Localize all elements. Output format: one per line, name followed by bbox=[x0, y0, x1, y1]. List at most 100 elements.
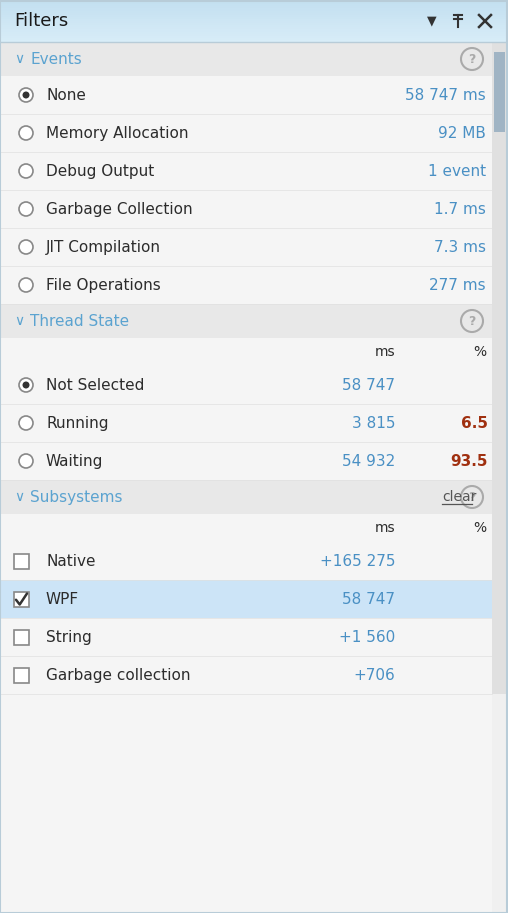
Bar bbox=[0, 25, 508, 27]
Text: Debug Output: Debug Output bbox=[46, 163, 154, 179]
Text: Subsystems: Subsystems bbox=[30, 489, 122, 505]
Text: File Operations: File Operations bbox=[46, 278, 161, 292]
Circle shape bbox=[22, 91, 29, 99]
Circle shape bbox=[22, 382, 29, 389]
Bar bbox=[0, 404, 492, 442]
Text: ∨: ∨ bbox=[14, 314, 24, 328]
Text: 58 747: 58 747 bbox=[342, 592, 395, 606]
Text: %: % bbox=[473, 345, 486, 359]
Text: 6.5: 6.5 bbox=[461, 415, 488, 431]
Bar bbox=[0, 4, 508, 6]
Text: 58 747 ms: 58 747 ms bbox=[405, 88, 486, 102]
Bar bbox=[0, 37, 508, 40]
Text: ?: ? bbox=[468, 314, 475, 328]
Circle shape bbox=[19, 278, 33, 292]
Text: Garbage collection: Garbage collection bbox=[46, 667, 191, 683]
Bar bbox=[0, 442, 492, 480]
Circle shape bbox=[19, 88, 33, 102]
Circle shape bbox=[19, 202, 33, 216]
Bar bbox=[0, 42, 492, 76]
Circle shape bbox=[19, 378, 33, 392]
Text: ?: ? bbox=[468, 490, 475, 503]
Bar bbox=[14, 667, 29, 683]
Bar bbox=[0, 20, 508, 23]
Text: ms: ms bbox=[374, 345, 395, 359]
Text: 93.5: 93.5 bbox=[451, 454, 488, 468]
Text: clear: clear bbox=[442, 490, 477, 504]
Bar bbox=[0, 31, 508, 34]
Bar bbox=[14, 592, 29, 606]
Text: Filters: Filters bbox=[14, 12, 68, 30]
Text: WPF: WPF bbox=[46, 592, 79, 606]
Bar bbox=[14, 629, 29, 645]
Bar bbox=[0, 76, 492, 114]
Bar bbox=[0, 266, 492, 304]
Text: 92 MB: 92 MB bbox=[438, 125, 486, 141]
Bar bbox=[0, 694, 492, 913]
Circle shape bbox=[19, 126, 33, 140]
Text: JIT Compilation: JIT Compilation bbox=[46, 239, 161, 255]
Text: 54 932: 54 932 bbox=[342, 454, 395, 468]
Bar bbox=[0, 480, 492, 514]
Bar bbox=[0, 542, 492, 580]
Text: 1.7 ms: 1.7 ms bbox=[434, 202, 486, 216]
Text: ∨: ∨ bbox=[14, 490, 24, 504]
Text: Running: Running bbox=[46, 415, 109, 431]
Bar bbox=[0, 656, 492, 694]
Text: Native: Native bbox=[46, 553, 96, 569]
Text: %: % bbox=[473, 521, 486, 535]
Text: Events: Events bbox=[30, 51, 82, 67]
Bar bbox=[0, 228, 492, 266]
Text: 277 ms: 277 ms bbox=[429, 278, 486, 292]
Bar bbox=[0, 152, 492, 190]
Bar bbox=[0, 114, 492, 152]
Text: ?: ? bbox=[468, 53, 475, 66]
Bar bbox=[0, 23, 508, 26]
Bar bbox=[0, 12, 508, 15]
Text: None: None bbox=[46, 88, 86, 102]
Text: 58 747: 58 747 bbox=[342, 377, 395, 393]
Text: Thread State: Thread State bbox=[30, 313, 129, 329]
Bar bbox=[0, 18, 508, 21]
Bar bbox=[0, 15, 508, 16]
Bar bbox=[0, 8, 508, 11]
Text: +706: +706 bbox=[353, 667, 395, 683]
Bar bbox=[0, 33, 508, 36]
Text: 3 815: 3 815 bbox=[352, 415, 395, 431]
Circle shape bbox=[19, 240, 33, 254]
Text: ▼: ▼ bbox=[427, 15, 437, 27]
Bar bbox=[14, 553, 29, 569]
Bar bbox=[0, 10, 508, 13]
Bar bbox=[0, 16, 508, 19]
Text: Garbage Collection: Garbage Collection bbox=[46, 202, 193, 216]
Text: Memory Allocation: Memory Allocation bbox=[46, 125, 188, 141]
Bar bbox=[0, 0, 508, 2]
Bar bbox=[0, 5, 508, 8]
Bar bbox=[0, 304, 492, 338]
Text: +165 275: +165 275 bbox=[320, 553, 395, 569]
Text: 7.3 ms: 7.3 ms bbox=[434, 239, 486, 255]
Text: ms: ms bbox=[374, 521, 395, 535]
Bar bbox=[0, 514, 492, 542]
Text: String: String bbox=[46, 629, 92, 645]
Bar bbox=[492, 42, 507, 694]
Bar bbox=[0, 26, 508, 29]
Circle shape bbox=[19, 454, 33, 468]
Bar bbox=[0, 36, 508, 37]
Bar bbox=[0, 29, 508, 32]
Bar bbox=[0, 580, 492, 618]
Bar bbox=[0, 338, 492, 366]
Bar bbox=[0, 2, 508, 5]
Text: ∨: ∨ bbox=[14, 52, 24, 66]
Circle shape bbox=[19, 416, 33, 430]
Bar bbox=[0, 190, 492, 228]
Bar bbox=[0, 39, 508, 42]
Bar bbox=[0, 618, 492, 656]
Text: 1 event: 1 event bbox=[428, 163, 486, 179]
Text: Not Selected: Not Selected bbox=[46, 377, 144, 393]
Bar bbox=[0, 366, 492, 404]
Bar bbox=[494, 52, 505, 132]
Text: Waiting: Waiting bbox=[46, 454, 103, 468]
Text: +1 560: +1 560 bbox=[339, 629, 395, 645]
Circle shape bbox=[19, 164, 33, 178]
